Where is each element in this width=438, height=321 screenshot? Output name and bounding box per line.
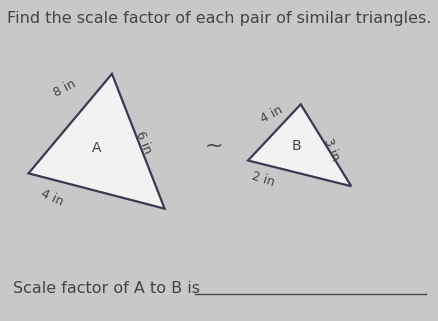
Text: 3 in: 3 in bbox=[321, 136, 342, 162]
Text: 8 in: 8 in bbox=[52, 77, 78, 100]
Text: B: B bbox=[291, 139, 300, 153]
Text: A: A bbox=[92, 141, 101, 155]
Text: Scale factor of A to B is: Scale factor of A to B is bbox=[13, 282, 200, 296]
Text: Find the scale factor of each pair of similar triangles.: Find the scale factor of each pair of si… bbox=[7, 11, 431, 26]
Polygon shape bbox=[247, 104, 350, 186]
Text: ~: ~ bbox=[205, 136, 223, 156]
Polygon shape bbox=[28, 74, 164, 209]
Text: 4 in: 4 in bbox=[39, 187, 65, 208]
Text: 4 in: 4 in bbox=[258, 103, 284, 125]
Text: 2 in: 2 in bbox=[250, 170, 276, 189]
Text: 6 in: 6 in bbox=[133, 130, 154, 156]
